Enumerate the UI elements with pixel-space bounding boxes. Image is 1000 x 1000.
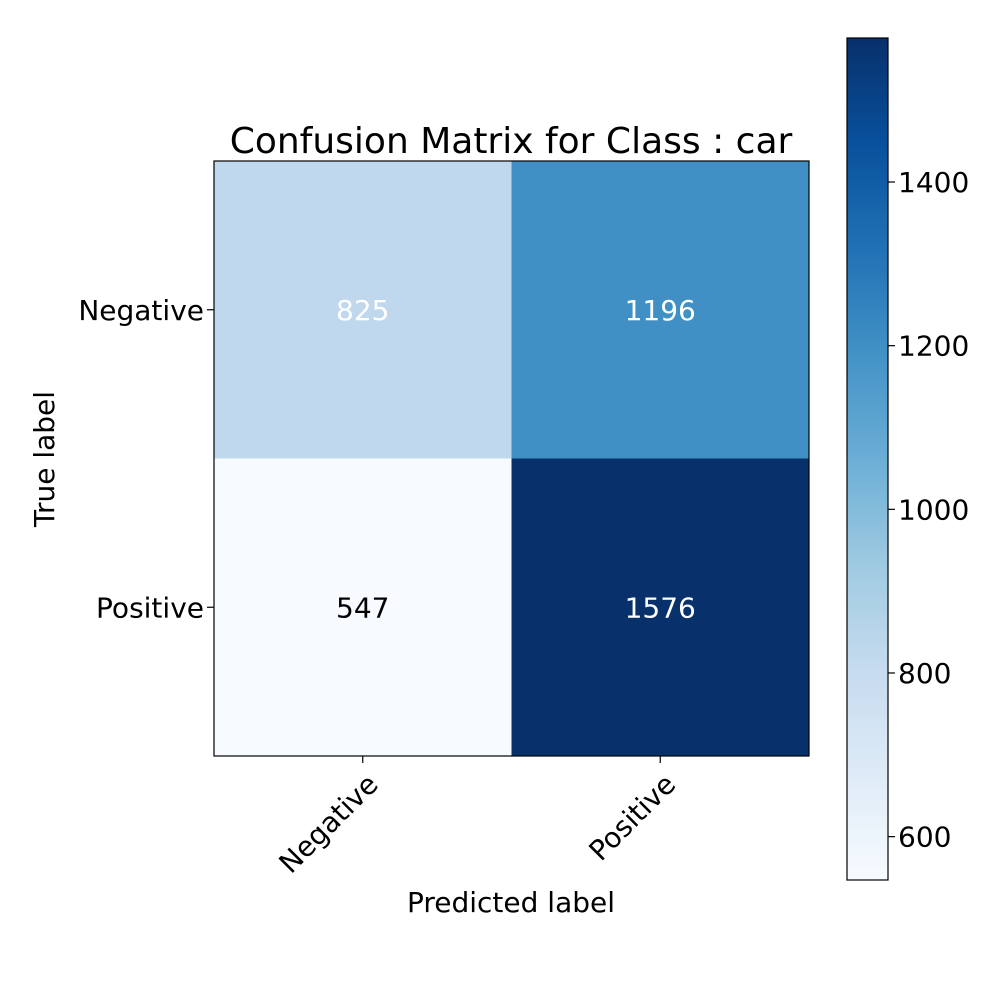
colorbar-tick-label: 1200 <box>898 330 969 363</box>
cell-value-label: 1576 <box>625 591 696 624</box>
colorbar-tick-label: 1000 <box>898 493 969 526</box>
plot-frame <box>213 160 810 757</box>
cell-value-label: 825 <box>336 294 389 327</box>
x-tick-label: Positive <box>583 768 683 868</box>
heatmap-cell-labels: 825 1196 547 1576 <box>336 294 696 625</box>
colorbar-frame <box>846 37 889 881</box>
x-tick-label: Negative <box>273 768 385 880</box>
y-axis-title: True label <box>28 391 61 528</box>
heatmap-cell <box>214 161 512 459</box>
colorbar <box>847 38 888 880</box>
chart-title: Confusion Matrix for Class : car <box>230 121 793 162</box>
cell-value-label: 1196 <box>625 294 696 327</box>
y-tick-label: Negative <box>78 294 204 327</box>
cell-value-label: 547 <box>336 591 389 624</box>
y-axis-ticks: Negative Positive <box>78 294 214 624</box>
heatmap-cell <box>511 458 810 757</box>
heatmap-cells <box>214 161 810 757</box>
colorbar-ticks: 600 800 1000 1200 1400 <box>888 166 969 854</box>
colorbar-tick-label: 600 <box>898 821 951 854</box>
colorbar-tick-label: 1400 <box>898 166 969 199</box>
heatmap-cell <box>214 458 512 757</box>
y-tick-label: Positive <box>96 591 204 624</box>
x-axis-ticks: Negative Positive <box>273 756 683 880</box>
x-axis-title: Predicted label <box>407 886 615 919</box>
colorbar-tick-label: 800 <box>898 657 951 690</box>
heatmap-cell <box>511 161 810 459</box>
